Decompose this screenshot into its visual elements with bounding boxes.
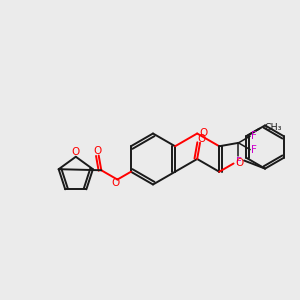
Text: F: F [251,145,257,154]
Text: F: F [251,131,257,141]
Text: O: O [236,158,244,168]
Text: O: O [93,146,101,156]
Text: O: O [112,178,120,188]
Text: CH₃: CH₃ [265,123,282,132]
Text: O: O [200,128,208,138]
Text: O: O [72,147,80,157]
Text: O: O [197,134,206,144]
Text: F: F [236,157,242,167]
